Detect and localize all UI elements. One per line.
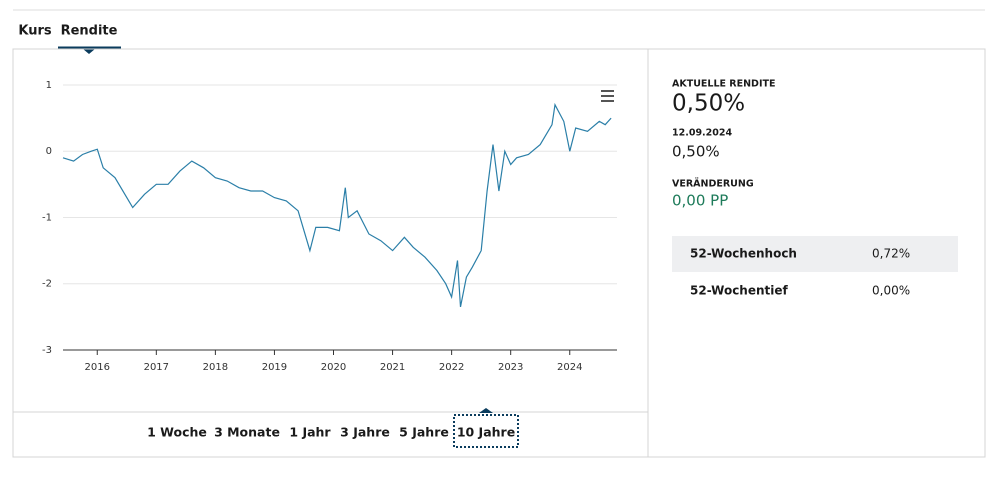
change-value: 0,00 PP: [672, 192, 728, 210]
current-value: 0,50%: [672, 91, 745, 117]
x-tick-label: 2017: [144, 362, 169, 373]
data-line: [62, 102, 612, 308]
x-tick-label: 2023: [498, 362, 523, 373]
y-tick-label: -1: [42, 212, 52, 223]
row-bg: [672, 236, 958, 272]
y-tick-label: 1: [46, 80, 52, 91]
chart: 1 0 -1 -2 -3 2016 2017 2018 2019 2020 2021 2022 2023…: [42, 80, 617, 373]
menu-icon[interactable]: [601, 90, 614, 102]
range-button[interactable]: 1 Jahr: [289, 425, 331, 440]
row-value: 0,72%: [872, 247, 910, 261]
y-tick-label: 0: [46, 146, 52, 157]
range-button[interactable]: 1 Woche: [147, 425, 207, 440]
row-value: 0,00%: [872, 284, 910, 298]
x-tick-label: 2021: [380, 362, 405, 373]
y-tick-label: -2: [42, 279, 52, 290]
date-value: 0,50%: [672, 143, 720, 161]
range-pointer: [479, 408, 493, 413]
x-tick-label: 2018: [203, 362, 228, 373]
range-button[interactable]: 3 Monate: [214, 425, 280, 440]
range-active: [453, 414, 519, 448]
label: AKTUELLE RENDITE: [672, 79, 775, 90]
row-label: 52-Wochenhoch: [690, 247, 797, 261]
y-tick-label: -3: [42, 345, 52, 356]
tab-active[interactable]: Rendite: [61, 24, 118, 39]
tab[interactable]: Kurs: [18, 24, 52, 39]
x-tick-label: 2022: [439, 362, 464, 373]
x-tick-label: 2020: [321, 362, 346, 373]
range-button[interactable]: 10 Jahre: [457, 425, 515, 440]
x-tick-label: 2024: [557, 362, 582, 373]
range-button[interactable]: 5 Jahre: [399, 425, 449, 440]
date: 12.09.2024: [672, 128, 732, 139]
main-box: [12, 48, 986, 458]
x-tick-label: 2016: [85, 362, 110, 373]
tab-pointer: [83, 49, 95, 54]
row-label: 52-Wochentief: [690, 284, 789, 298]
label: VERÄNDERUNG: [672, 179, 754, 190]
range-bar: 1 Woche 3 Monate 1 Jahr 3 Jahre 5 Jahre 10 Ja…: [147, 408, 519, 448]
x-tick-label: 2019: [262, 362, 287, 373]
range-button[interactable]: 3 Jahre: [340, 425, 390, 440]
